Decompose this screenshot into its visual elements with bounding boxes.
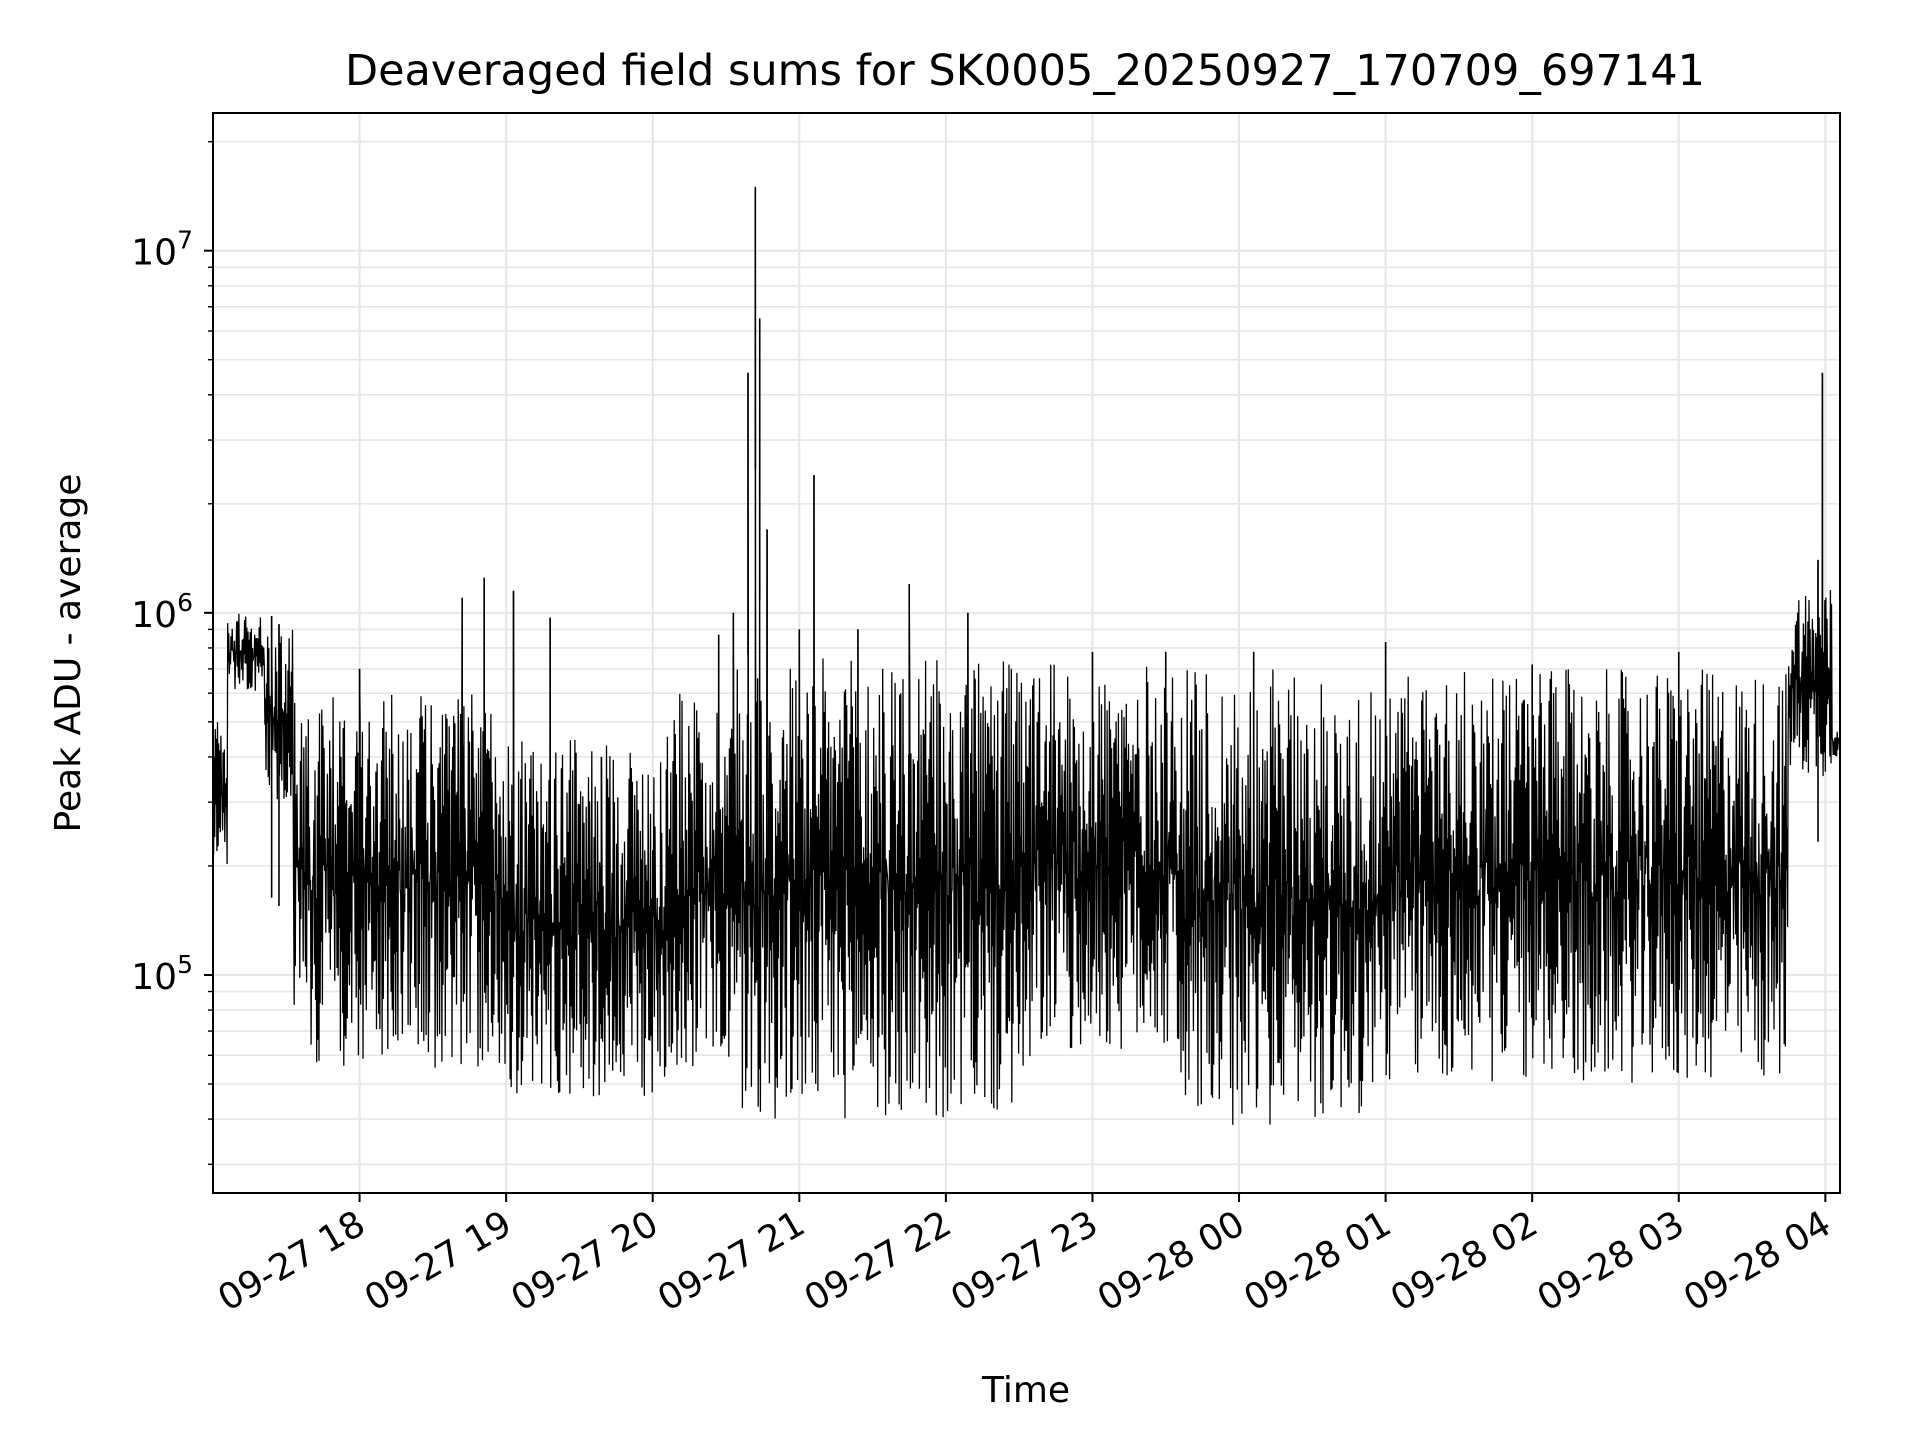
y-tick-label: 105 <box>131 950 193 998</box>
y-tick-label-exponent: 7 <box>177 226 193 255</box>
y-tick-label-base: 10 <box>131 233 177 274</box>
y-tick-label-base: 10 <box>131 957 177 998</box>
chart-title: Deaveraged field sums for SK0005_2025092… <box>345 46 1705 96</box>
y-tick-label-exponent: 6 <box>177 588 193 617</box>
x-axis-label: Time <box>981 1370 1070 1411</box>
plot-area-frame <box>212 112 1841 1194</box>
y-tick-label: 106 <box>131 588 193 636</box>
y-tick-label: 107 <box>131 226 193 274</box>
y-tick-label-base: 10 <box>131 595 177 636</box>
y-axis-label: Peak ADU - average <box>48 474 89 833</box>
series-layer <box>212 186 1840 1125</box>
y-tick-label-exponent: 5 <box>177 950 193 979</box>
